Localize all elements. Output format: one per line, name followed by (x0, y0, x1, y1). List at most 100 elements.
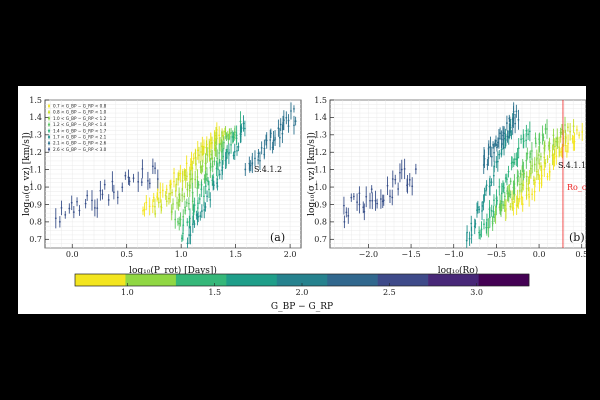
data-point (540, 165, 542, 168)
data-point (281, 132, 284, 135)
y-tick-label: 1.1 (314, 165, 327, 174)
data-point (516, 156, 519, 159)
data-point (509, 180, 512, 183)
data-point (483, 193, 486, 196)
data-point (565, 137, 567, 139)
colorbar-segment (75, 274, 126, 286)
colorbar-segment (377, 274, 429, 286)
data-point (544, 128, 547, 130)
data-point (257, 159, 260, 161)
data-point (498, 153, 501, 156)
data-point (285, 116, 288, 119)
data-point (189, 178, 192, 181)
data-point (191, 200, 194, 203)
panel-a-xlabel: log₁₀(P_rot) [Days]) (129, 265, 217, 276)
data-point (157, 201, 160, 204)
data-point (503, 204, 506, 207)
data-point (479, 233, 482, 236)
data-point (363, 210, 366, 213)
data-point (520, 196, 523, 198)
data-point (515, 204, 518, 207)
data-point (269, 132, 272, 135)
data-point (534, 137, 537, 140)
data-point (234, 131, 236, 134)
data-point (145, 201, 148, 204)
colorbar-ticks: 1.0 1.5 2.0 2.5 3.0 (121, 283, 483, 297)
y-tick-label: 1.5 (29, 96, 42, 105)
data-point (525, 175, 528, 178)
data-point (259, 159, 261, 162)
data-point (492, 210, 495, 213)
data-point (160, 205, 163, 208)
data-point (86, 194, 89, 197)
data-point (121, 186, 124, 189)
data-point (386, 184, 389, 187)
data-point (191, 167, 194, 169)
data-point (221, 166, 224, 169)
data-point (466, 231, 468, 234)
data-point (152, 196, 155, 199)
data-point (159, 191, 162, 194)
legend-marker-dot (47, 117, 51, 120)
data-point (496, 160, 499, 163)
data-point (498, 186, 501, 188)
data-point (512, 186, 515, 189)
data-point (242, 122, 245, 125)
data-point (517, 118, 520, 121)
x-tick-label: −0.5 (487, 250, 506, 259)
data-point (411, 185, 414, 188)
x-tick-label: 0.0 (66, 250, 79, 259)
data-point (561, 128, 563, 131)
data-point (552, 134, 555, 137)
data-point (493, 199, 495, 202)
data-point (269, 139, 272, 141)
data-point (185, 201, 188, 204)
data-point (148, 205, 151, 208)
data-point (356, 201, 358, 204)
data-point (358, 192, 361, 195)
data-point (553, 156, 556, 159)
y-tick-label: 0.8 (314, 218, 327, 227)
data-point (209, 198, 212, 201)
data-point (60, 206, 63, 209)
data-point (535, 170, 538, 173)
data-point (277, 127, 280, 130)
data-point (482, 201, 485, 204)
data-point (546, 128, 548, 130)
data-point (112, 191, 115, 194)
data-point (188, 184, 191, 187)
x-tick-label: −1.0 (444, 250, 463, 259)
data-point (54, 217, 57, 220)
data-point (179, 218, 182, 221)
data-point (343, 204, 345, 207)
data-point (178, 199, 181, 201)
data-point (274, 137, 276, 139)
data-point (225, 135, 228, 138)
data-point (200, 210, 203, 212)
data-point (181, 237, 183, 240)
data-point (538, 138, 540, 141)
data-point (555, 140, 558, 143)
legend-label: 0.8 < G_BP − G_RP < 1.0 (53, 110, 107, 115)
data-point (505, 208, 507, 210)
data-point (205, 146, 208, 149)
data-point (581, 131, 584, 133)
data-point (199, 166, 202, 168)
x-tick-label: −2.0 (359, 250, 378, 259)
data-point (200, 168, 203, 171)
data-point (542, 136, 545, 139)
data-point (540, 155, 542, 158)
data-point (293, 124, 295, 127)
data-point (271, 146, 274, 149)
data-point (543, 156, 546, 159)
colorbar-tick-label: 3.0 (470, 288, 483, 297)
ro-crit-label: Ro_crit. (567, 183, 586, 192)
data-point (263, 147, 266, 150)
data-point (552, 160, 555, 163)
data-point (68, 207, 71, 210)
data-point (551, 154, 554, 156)
data-point (218, 173, 221, 176)
data-point (193, 204, 196, 206)
data-point (58, 220, 61, 223)
data-point (279, 123, 282, 126)
